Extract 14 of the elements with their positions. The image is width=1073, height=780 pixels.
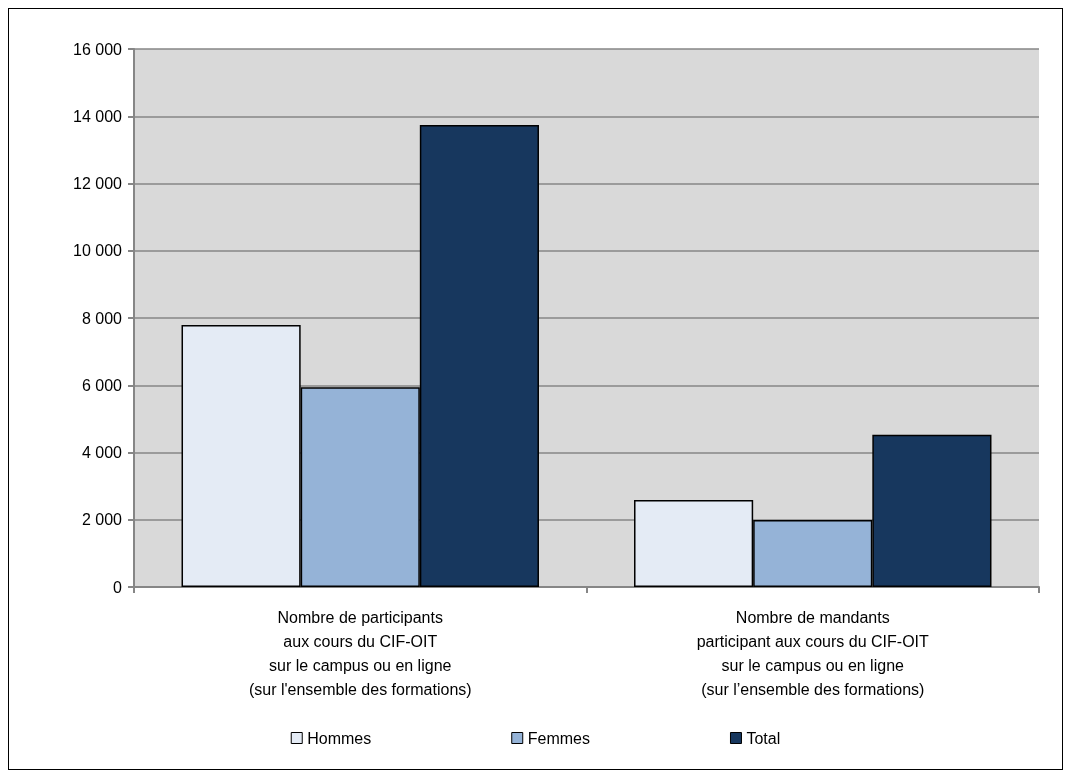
y-tick-label: 2 000 bbox=[81, 511, 123, 529]
y-tick-label: 10 000 bbox=[73, 242, 123, 260]
y-tick-label: 6 000 bbox=[81, 376, 123, 394]
legend-label: Hommes bbox=[307, 729, 372, 747]
y-tick-label: 8 000 bbox=[81, 309, 123, 327]
y-tick-label: 4 000 bbox=[81, 444, 123, 461]
x-tick-label: Nombre de participants aux cours du CIF-OIT sur le campus ou en ligne (sur l'ensemble des formations) bbox=[248, 608, 472, 698]
y-tick-label: 14 000 bbox=[73, 107, 123, 125]
y-tick-label: 16 000 bbox=[73, 40, 123, 58]
y-tick-label: 0 bbox=[113, 578, 123, 596]
legend-label: Total bbox=[746, 729, 781, 747]
x-tick-label: Nombre de mandants participant aux cours du CIF-OIT sur le campus ou en ligne (sur l’ensemble des formations) bbox=[696, 608, 930, 698]
legend-label: Femmes bbox=[527, 729, 590, 747]
y-tick-label: 12 000 bbox=[73, 175, 123, 192]
